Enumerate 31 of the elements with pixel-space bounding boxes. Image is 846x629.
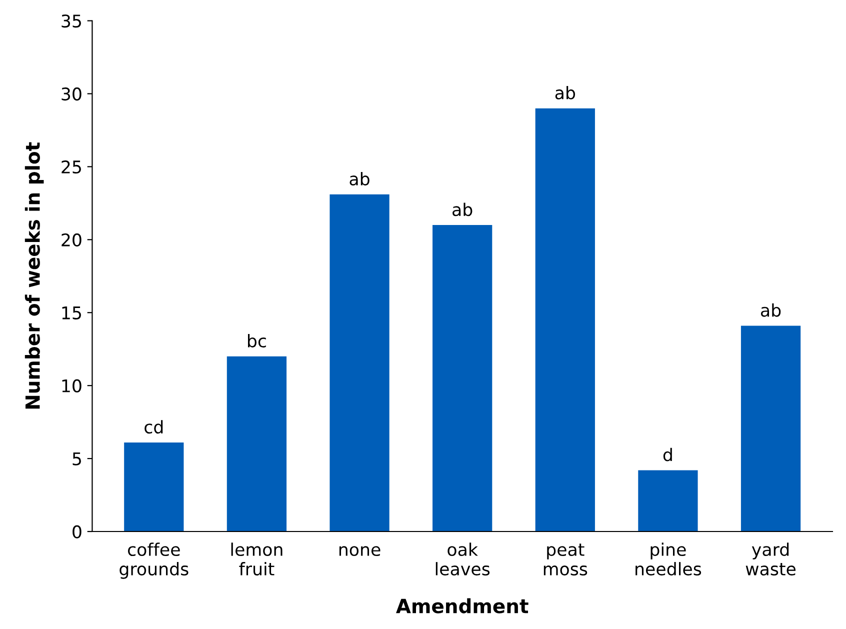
annotation: bc [248, 334, 266, 348]
y-tick-label: 35 [62, 14, 81, 28]
y-tick-label: 5 [72, 452, 81, 466]
annotation: ab [452, 202, 472, 216]
x-tick-label: coffee grounds [120, 542, 188, 579]
y-tick-label: 20 [62, 233, 82, 246]
bar [226, 356, 287, 532]
x-tick-label: oak leaves [436, 542, 490, 576]
annotation: ab [760, 303, 781, 317]
bar [124, 442, 184, 532]
x-tick-label: peat moss [544, 544, 588, 576]
bar [330, 194, 390, 532]
y-tick-label: 10 [62, 379, 82, 392]
x-tick-label: yard waste [746, 542, 796, 576]
x-tick-label: lemon fruit [231, 542, 282, 576]
x-tick-label: pine needles [636, 542, 702, 576]
bar [638, 470, 698, 532]
annotation: ab [350, 172, 370, 186]
bar [535, 108, 595, 532]
annotation: d [663, 448, 672, 462]
x-tick-label: none [339, 546, 380, 556]
bar [432, 225, 492, 532]
x-axis-title: Amendment [396, 598, 528, 614]
annotation: ab [555, 86, 576, 100]
y-tick-label: 0 [72, 525, 82, 538]
y-tick-label: 15 [62, 306, 81, 320]
annotation: cd [144, 420, 163, 434]
y-tick-label: 25 [62, 160, 81, 174]
y-axis-title: Number of weeks in plot [24, 142, 44, 409]
bar [740, 326, 801, 532]
y-tick-label: 30 [62, 87, 82, 101]
